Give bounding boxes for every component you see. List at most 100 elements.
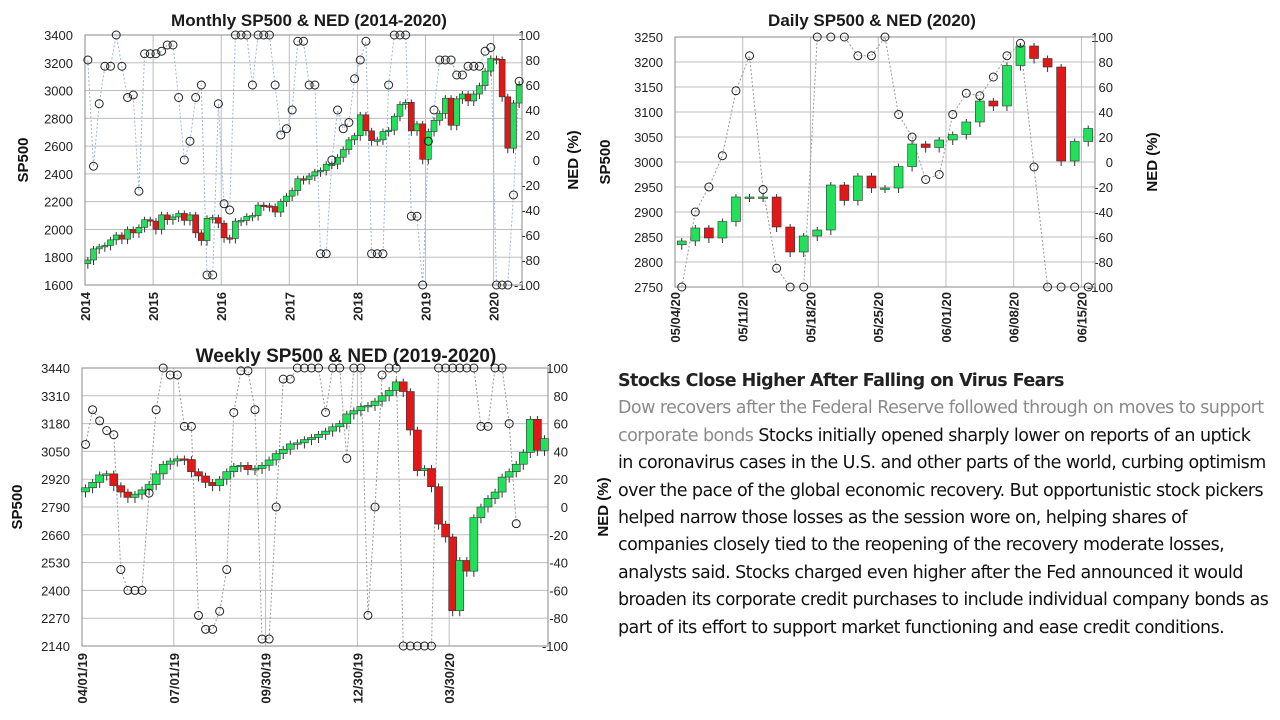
y-tick-label: 3000 xyxy=(634,155,663,170)
ned-point xyxy=(395,30,405,40)
y-tick-label: 2400 xyxy=(44,167,73,182)
candle-body xyxy=(384,390,394,397)
y2-tick-label: 20 xyxy=(554,472,568,487)
ned-point xyxy=(242,30,252,40)
ned-point xyxy=(463,61,473,71)
candle-body xyxy=(215,217,222,224)
y-tick-label: 3000 xyxy=(44,84,73,99)
ned-point xyxy=(378,249,388,259)
y-axis-title: SP500 xyxy=(15,137,32,182)
candle-body xyxy=(398,381,408,392)
ned-line xyxy=(87,34,520,286)
x-tick-label: 2019 xyxy=(419,292,434,321)
ned-point xyxy=(344,118,354,127)
ned-point xyxy=(921,175,931,184)
candle-body xyxy=(464,93,472,102)
y-axis-title: SP500 xyxy=(9,484,26,529)
ned-point xyxy=(350,74,360,84)
ned-point xyxy=(853,51,863,61)
candle-body xyxy=(181,213,188,221)
candle-body xyxy=(447,97,455,126)
ned-point xyxy=(292,363,302,373)
candle-body xyxy=(1069,141,1080,162)
y2-tick-label: 100 xyxy=(1091,30,1113,45)
candle-body xyxy=(175,213,182,218)
article-headline: Stocks Close Higher After Falling on Vir… xyxy=(618,371,1064,391)
candle-body xyxy=(317,170,324,173)
ned-point xyxy=(497,280,507,290)
ned-point xyxy=(677,282,687,292)
y2-tick-label: 0 xyxy=(533,153,540,168)
candle-body xyxy=(391,115,398,131)
y-axis-title: SP500 xyxy=(597,139,614,184)
candle-body xyxy=(203,218,211,241)
ned-point xyxy=(812,32,822,42)
ned-point xyxy=(162,40,172,50)
candle-body xyxy=(229,466,239,473)
x-tick-label: 07/01/19 xyxy=(167,653,182,704)
ned-point xyxy=(213,99,223,109)
ned-point xyxy=(285,374,295,384)
ned-point xyxy=(1002,51,1012,61)
candle-body xyxy=(368,130,375,141)
weekly-chart: Weekly SP500 & NED (2019-2020) 2140 2270 24… xyxy=(9,346,612,704)
candle-body xyxy=(222,471,232,480)
chart-title: Daily SP500 & NED (2020) xyxy=(768,11,976,30)
ned-point xyxy=(314,363,324,373)
ned-point xyxy=(130,585,140,595)
ned-point xyxy=(440,55,450,65)
candle-body xyxy=(839,184,850,201)
candle-body xyxy=(704,227,714,239)
ned-point xyxy=(1056,282,1066,292)
y2-tick-label: 0 xyxy=(1106,155,1113,170)
candle-body xyxy=(812,229,823,237)
ned-point xyxy=(434,363,444,373)
ned-line xyxy=(85,366,517,647)
ned-point xyxy=(418,280,428,290)
chart-title: Monthly SP500 & NED (2014-2020) xyxy=(171,11,447,30)
candle-body xyxy=(237,220,245,223)
y2-axis-title: NED (%) xyxy=(565,130,582,189)
ned-point xyxy=(278,374,288,384)
ned-point xyxy=(257,634,267,644)
ned-point xyxy=(106,61,116,71)
y-tick-label: 2530 xyxy=(41,556,70,571)
ned-point xyxy=(448,363,458,373)
ned-point xyxy=(243,366,253,376)
ned-point xyxy=(264,634,274,644)
ned-point xyxy=(196,80,206,90)
candle-body xyxy=(351,135,358,141)
y-tick-label: 3100 xyxy=(634,105,663,120)
ned-point xyxy=(123,585,133,595)
x-tick-label: 05/25/20 xyxy=(871,292,886,343)
ned-point xyxy=(1029,162,1039,172)
x-tick-label: 05/11/20 xyxy=(736,292,751,342)
ned-point xyxy=(514,76,524,86)
ned-point xyxy=(109,430,119,440)
candle-body xyxy=(243,465,253,470)
candle-body xyxy=(293,442,302,445)
candle-body xyxy=(152,220,160,230)
candle-body xyxy=(510,102,517,149)
candle-body xyxy=(321,430,330,435)
ned-point xyxy=(299,36,308,46)
x-tick-label: 2020 xyxy=(487,292,502,321)
y-tick-label: 2950 xyxy=(634,180,663,195)
ned-point xyxy=(338,124,348,134)
ned-point xyxy=(435,55,445,65)
ned-point xyxy=(327,155,337,165)
candle-body xyxy=(363,405,373,408)
y-tick-label: 2750 xyxy=(634,280,663,295)
candle-body xyxy=(285,443,295,450)
candle-body xyxy=(243,215,251,221)
ned-point xyxy=(134,186,144,196)
ned-point xyxy=(367,249,377,259)
candle-body xyxy=(515,84,523,104)
candle-body xyxy=(283,195,290,202)
candle-body xyxy=(934,139,944,148)
ned-point xyxy=(474,61,484,71)
ned-point xyxy=(497,363,507,373)
candle-body xyxy=(481,70,489,86)
ned-point xyxy=(441,363,451,373)
candle-body xyxy=(278,448,288,454)
